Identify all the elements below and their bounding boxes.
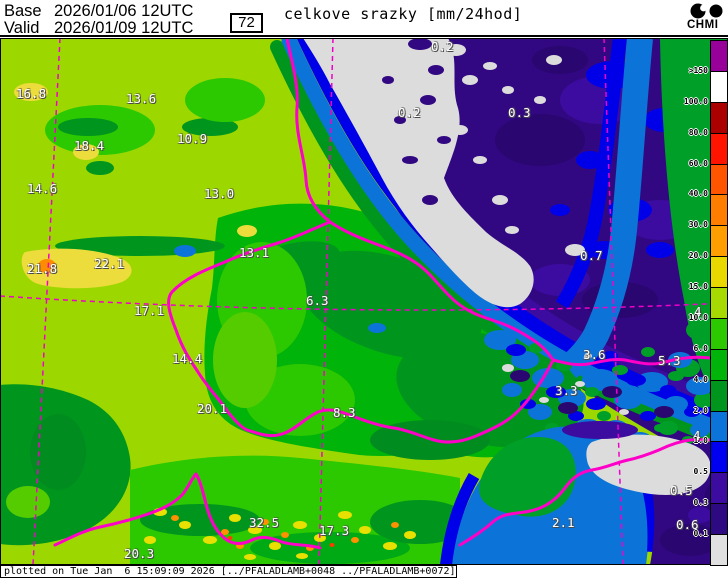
legend-tick-label: 20.0 — [688, 251, 708, 261]
map-value-label: 13.1 — [239, 245, 270, 260]
map-value-label: 4. — [693, 428, 709, 443]
map-value-label: 0.5 — [670, 483, 693, 498]
legend-color-block — [710, 225, 728, 258]
legend-tick-label: 80.0 — [688, 127, 708, 137]
legend-tick-label: 0.1 — [693, 529, 708, 539]
legend-color-block — [710, 348, 728, 381]
chmi-logo-text: CHMI — [687, 19, 719, 31]
legend-max-marker — [712, 88, 720, 98]
legend-color-block — [710, 441, 728, 474]
valid-value: 2026/01/09 12UTC — [54, 19, 194, 37]
chmi-logo: CHMI — [687, 2, 725, 34]
map-value-label: 3.6 — [583, 347, 606, 362]
legend-color-block — [710, 472, 728, 505]
legend-color-block — [710, 101, 728, 134]
map-value-label: 17.1 — [134, 303, 165, 318]
legend-tick-label: 40.0 — [688, 189, 708, 199]
legend-color-block — [710, 287, 728, 319]
map-value-label: 0.2 — [431, 39, 454, 54]
plot-info-bar: plotted on Tue Jan 6 15:09:09 2026 [../P… — [0, 565, 457, 578]
forecast-step-badge: 72 — [230, 13, 263, 33]
legend-color-block — [710, 410, 728, 443]
map-value-label: 14.6 — [27, 181, 58, 196]
map-value-label: 5.3 — [658, 353, 681, 368]
valid-label: Valid — [4, 19, 40, 37]
legend-color-block — [710, 503, 728, 536]
legend-color-block — [710, 317, 728, 350]
legend-tick-label: 2.0 — [693, 405, 708, 415]
legend-color-block — [710, 194, 728, 227]
map-value-label: 14.4 — [172, 351, 203, 366]
map-value-label: 6.3 — [306, 293, 329, 308]
legend-tick-label: 60.0 — [688, 158, 708, 168]
map-value-label: 22.1 — [94, 256, 125, 271]
map-value-label: 32.5 — [249, 515, 280, 530]
map-value-label: 20.1 — [197, 401, 228, 416]
legend-tick-label: 15.0 — [688, 282, 708, 292]
legend-tick-label: 6.0 — [693, 343, 708, 353]
map-value-label: 18.4 — [74, 138, 105, 153]
legend-color-block — [710, 132, 728, 165]
legend-tick-label: 0.5 — [693, 467, 708, 477]
map-value-label: 8.3 — [333, 405, 356, 420]
legend-color-block — [710, 163, 728, 196]
map-value-label: 13.6 — [126, 91, 157, 106]
base-label: Base — [4, 2, 42, 20]
legend-color-block — [710, 256, 728, 289]
map-value-label: 0.6 — [676, 517, 699, 532]
legend-color-block — [710, 40, 728, 72]
map-value-label: 17.3 — [319, 523, 350, 538]
legend-tick-label: 100.0 — [683, 96, 708, 106]
legend-tick-label: >150 — [688, 65, 708, 75]
valid-time-row: Valid 2026/01/09 12UTC — [4, 19, 194, 37]
base-value: 2026/01/06 12UTC — [54, 2, 194, 20]
map-value-label: 16.8 — [16, 86, 47, 101]
legend-tick-label: 30.0 — [688, 220, 708, 230]
map-value-label: 4. — [694, 304, 710, 319]
legend-color-block — [710, 379, 728, 412]
map-value-label: 20.3 — [124, 546, 155, 561]
legend-tick-label: 4.0 — [693, 374, 708, 384]
map-value-label: 13.0 — [204, 186, 235, 201]
product-title: celkove srazky [mm/24hod] — [284, 5, 523, 23]
map-value-label: 0.7 — [580, 248, 603, 263]
base-time-row: Base 2026/01/06 12UTC — [4, 2, 194, 20]
precipitation-map — [0, 38, 728, 565]
map-value-label: 2.1 — [552, 515, 575, 530]
map-value-label: 3.3 — [555, 383, 578, 398]
map-value-label: 0.2 — [398, 105, 421, 120]
map-value-label: 0.3 — [508, 105, 531, 120]
legend-tick-label: 1.0 — [693, 436, 708, 446]
legend-tick-label: 0.3 — [693, 498, 708, 508]
legend-tick-label: 10.0 — [688, 312, 708, 322]
legend-color-block — [710, 534, 728, 566]
map-value-label: 21.8 — [27, 261, 58, 276]
map-value-label: 10.9 — [177, 131, 208, 146]
chmi-logo-icon — [690, 3, 723, 19]
header-bar: Base 2026/01/06 12UTC Valid 2026/01/09 12U… — [0, 0, 728, 37]
